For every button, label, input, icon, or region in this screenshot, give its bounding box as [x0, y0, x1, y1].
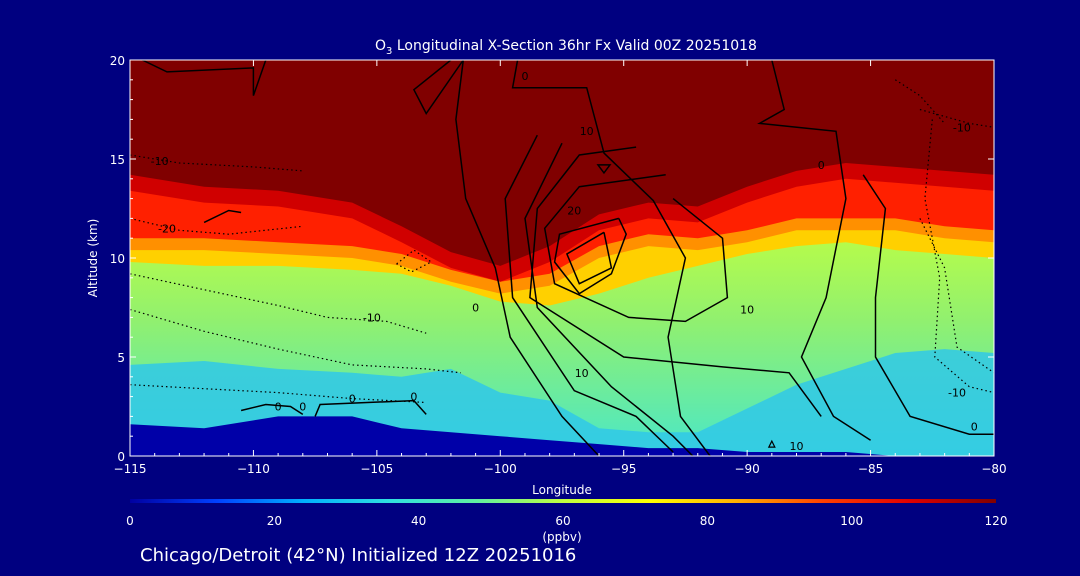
contour-label: 0	[971, 420, 978, 433]
contour-label: 0	[522, 70, 529, 83]
chart-title-prefix: O	[375, 38, 386, 54]
dotted-contour-line	[924, 119, 994, 394]
solid-contour-line	[314, 399, 427, 417]
contour-label: -10	[363, 311, 381, 324]
plot-area: 0 0 0 20 10 0 10 10 10 0 -10 -10 0 -10 -20 -10 0 0	[130, 60, 994, 456]
y-tick-label: 20	[110, 54, 125, 68]
contour-label: -10	[948, 387, 966, 400]
contour-label: 10	[790, 440, 804, 453]
colorbar-unit: (ppbv)	[542, 530, 581, 544]
contour-label: 0	[275, 401, 282, 414]
footer-location: Chicago/Detroit (42°N) Initialized 12Z 2…	[140, 545, 576, 566]
colorbar-tick-label: 120	[985, 514, 1008, 528]
solid-contour-line	[524, 142, 694, 456]
trough-marker	[596, 164, 612, 175]
dotted-contour-line	[894, 79, 946, 124]
dotted-contour-line	[130, 154, 303, 172]
contour-label: 0	[299, 401, 306, 414]
x-axis-label: Longitude	[532, 483, 592, 497]
contour-label: 10	[580, 125, 594, 138]
x-tick-label: −80	[981, 462, 1006, 476]
x-tick-label: −115	[114, 462, 147, 476]
chart-title-text: Longitudinal X-Section 36hr Fx Valid 00Z…	[392, 38, 757, 54]
solid-contour-line	[529, 146, 822, 417]
solid-contour-line	[862, 174, 994, 435]
dotted-contour-line	[396, 249, 433, 273]
y-tick-label: 0	[117, 450, 125, 464]
y-axis-label: Altitude (km)	[86, 219, 100, 298]
colorbar: 0 20 40 60 80 100 120 (ppbv)	[126, 499, 1007, 544]
solid-contour-line	[141, 60, 267, 96]
solid-contour-line	[504, 134, 674, 453]
y-axis: 0 5 10 15 20	[110, 54, 994, 464]
colorbar-strip	[130, 499, 996, 503]
y-tick-label: 15	[110, 153, 125, 167]
colorbar-tick-label: 40	[411, 514, 426, 528]
solid-contour-line	[412, 60, 464, 115]
chart-title: O3 Longitudinal X-Section 36hr Fx Valid …	[375, 38, 757, 57]
contour-label: 10	[575, 367, 589, 380]
dotted-contour-line	[919, 108, 994, 128]
colorbar-tick-label: 100	[840, 514, 863, 528]
x-tick-label: −100	[484, 462, 517, 476]
ridge-marker	[767, 439, 776, 448]
x-tick-label: −85	[858, 462, 883, 476]
x-axis: −115 −110 −105 −100 −95 −90 −85 −80	[114, 60, 1007, 476]
contour-label: 0	[349, 393, 356, 406]
colorbar-tick-label: 20	[267, 514, 282, 528]
colorbar-tick-label: 0	[126, 514, 134, 528]
contour-label: -20	[158, 222, 176, 235]
contour-label: -10	[953, 121, 971, 134]
dotted-contour-line	[130, 273, 427, 334]
solid-contour-line	[565, 231, 613, 285]
y-tick-label: 10	[110, 252, 125, 266]
solid-contour-line	[203, 209, 242, 224]
contour-label: 0	[818, 159, 825, 172]
dotted-contour-line	[919, 218, 994, 374]
dotted-contour-line	[130, 308, 461, 374]
contour-label: -10	[151, 155, 169, 168]
solid-contour-line	[757, 60, 872, 441]
chart-title-subscript: 3	[386, 46, 392, 57]
contour-label: 10	[740, 303, 754, 316]
x-tick-label: −90	[734, 462, 759, 476]
solid-contour-line	[543, 174, 729, 323]
solid-contour-line	[511, 60, 711, 456]
colorbar-tick-label: 80	[700, 514, 715, 528]
contour-labels: 0 0 0 20 10 0 10 10 10 0 -10 -10 0 -10 -20 -10 0 0	[151, 70, 978, 453]
x-tick-label: −105	[360, 462, 393, 476]
contour-label: 0	[472, 302, 479, 315]
y-tick-label: 5	[117, 351, 125, 365]
surface-low-ozone-fill	[130, 416, 994, 456]
x-tick-label: −95	[611, 462, 636, 476]
solid-contour-line	[455, 60, 600, 456]
contour-lines	[130, 60, 994, 456]
solid-contour-line	[553, 217, 628, 295]
x-tick-label: −110	[237, 462, 270, 476]
colorbar-ticks: 0 20 40 60 80 100 120	[126, 514, 1007, 528]
stratosphere-fill	[130, 60, 994, 266]
markers	[596, 164, 776, 448]
contour-label: 0	[410, 391, 417, 404]
colorbar-tick-label: 60	[555, 514, 570, 528]
contour-label: 20	[567, 204, 581, 217]
solid-contour-line	[240, 403, 304, 416]
